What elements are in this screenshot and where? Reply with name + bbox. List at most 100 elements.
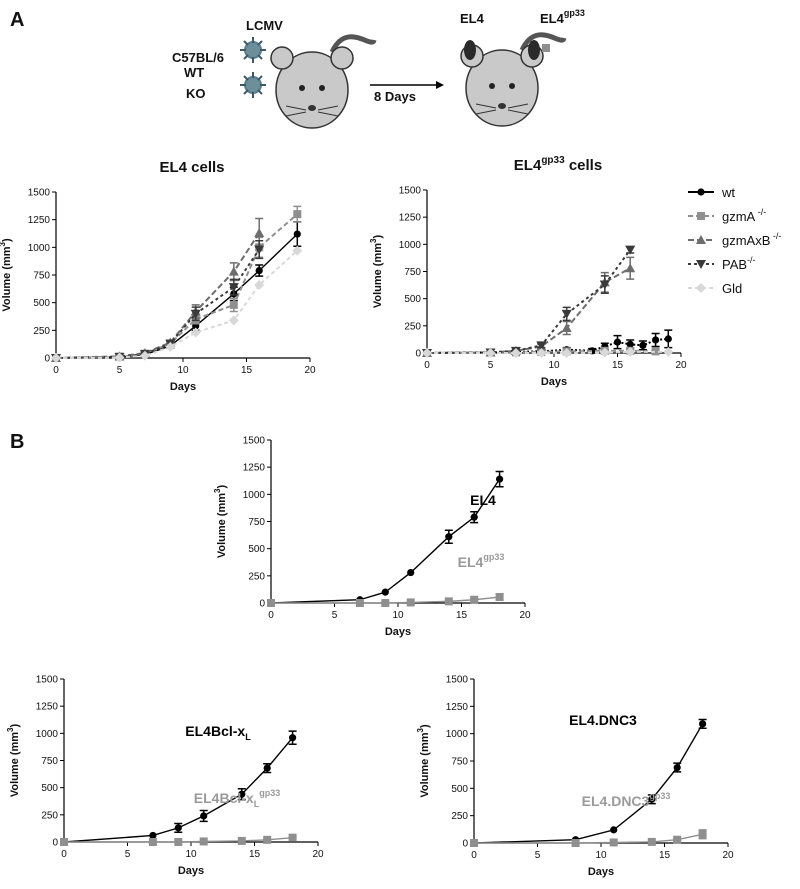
data-point xyxy=(292,245,303,256)
series-annotation: EL4gp33 xyxy=(458,552,505,570)
data-point xyxy=(263,764,271,772)
data-point xyxy=(174,838,183,846)
data-point xyxy=(381,599,390,607)
data-point xyxy=(293,230,301,238)
y-tick-label: 1500 xyxy=(399,186,422,197)
x-axis-label: Days xyxy=(178,865,204,877)
x-tick-label: 20 xyxy=(304,365,316,376)
series-el4 xyxy=(267,470,504,607)
x-tick-label: 5 xyxy=(535,850,541,861)
y-tick-label: 250 xyxy=(451,811,468,822)
data-point xyxy=(470,595,479,604)
data-point xyxy=(190,309,201,319)
x-tick-label: 5 xyxy=(117,365,123,376)
y-tick-label: 1000 xyxy=(399,240,422,251)
legend-item: Gld xyxy=(688,281,742,296)
data-point xyxy=(613,338,622,346)
tumor-right-label: EL4gp33 xyxy=(540,8,585,26)
y-tick-label: 1500 xyxy=(28,188,51,199)
x-tick-label: 20 xyxy=(675,360,687,371)
data-point xyxy=(422,348,432,358)
y-tick-label: 500 xyxy=(33,298,50,309)
panel-label-b: B xyxy=(10,431,24,453)
data-point xyxy=(510,348,521,358)
x-axis-label: Days xyxy=(588,866,614,878)
data-point xyxy=(229,300,238,309)
data-point xyxy=(254,245,265,255)
arrow-head-icon xyxy=(436,81,444,89)
y-tick-label: 250 xyxy=(41,810,58,821)
data-point xyxy=(254,279,265,290)
x-tick-label: 0 xyxy=(471,850,477,861)
data-point xyxy=(254,227,265,237)
series-gld xyxy=(422,346,674,358)
series-line xyxy=(55,232,261,359)
data-point xyxy=(200,812,208,820)
chart-dnc3: 0 5 10 15 20 0 250 500 750 1000 1250 1500 Days Volume… xyxy=(416,675,734,879)
y-tick-label: 250 xyxy=(33,326,50,337)
data-point xyxy=(355,599,364,607)
data-point xyxy=(237,836,246,845)
x-tick-label: 15 xyxy=(249,849,261,860)
data-point xyxy=(599,347,610,358)
x-axis-label: Days xyxy=(385,626,411,638)
data-point xyxy=(639,341,647,349)
series-annotation: EL4.DNC3 xyxy=(569,712,637,728)
legend-label: wt xyxy=(721,185,735,200)
y-tick-label: 0 xyxy=(415,349,421,360)
virus-label: LCMV xyxy=(246,18,283,33)
series-pab- xyxy=(422,245,636,358)
data-point xyxy=(267,599,275,607)
data-point xyxy=(255,266,263,275)
data-point xyxy=(571,839,580,847)
data-point xyxy=(648,795,656,803)
x-tick-label: 10 xyxy=(177,365,189,376)
wt-label: WT xyxy=(184,65,204,80)
ko-label: KO xyxy=(186,86,206,101)
y-axis-label: Volume (mm3) xyxy=(6,724,21,798)
y-tick-label: 1000 xyxy=(28,243,51,254)
legend-item: gzmA -/- xyxy=(688,207,766,224)
data-point xyxy=(561,309,572,319)
data-point xyxy=(407,568,415,577)
mouse-icon xyxy=(270,34,377,129)
y-tick-label: 1000 xyxy=(36,729,59,740)
data-point xyxy=(651,347,660,356)
schematic: LCMV C57BL/6 WT KO xyxy=(172,8,585,129)
data-point xyxy=(444,597,453,606)
series-annotation: EL4.DNC3gp33 xyxy=(582,791,671,809)
data-point xyxy=(60,838,68,846)
x-tick-label: 20 xyxy=(722,850,734,861)
legend-point xyxy=(696,260,706,269)
legend-point xyxy=(697,212,705,220)
x-tick-label: 15 xyxy=(612,360,624,371)
data-point xyxy=(199,837,208,846)
y-tick-label: 500 xyxy=(451,784,468,795)
series-annotation: EL4Bcl-xL xyxy=(185,723,251,742)
y-tick-label: 1500 xyxy=(446,675,469,686)
y-tick-label: 1250 xyxy=(28,215,51,226)
series-line xyxy=(55,233,298,359)
series-el4gp33 xyxy=(267,593,504,607)
data-point xyxy=(699,720,707,728)
legend-label: PAB-/- xyxy=(722,255,756,272)
data-point xyxy=(626,340,634,348)
data-point xyxy=(51,353,61,363)
data-point xyxy=(148,838,157,846)
series-wt xyxy=(52,221,302,362)
tumor-left-icon xyxy=(464,40,476,60)
series-line xyxy=(473,723,704,844)
x-tick-label: 20 xyxy=(312,849,324,860)
series-line xyxy=(55,249,298,359)
y-tick-label: 1250 xyxy=(446,702,469,713)
x-tick-label: 0 xyxy=(424,360,430,371)
tumor-right-icon xyxy=(542,44,550,52)
virus-particle-icon xyxy=(240,37,266,63)
x-tick-label: 15 xyxy=(456,610,468,621)
y-tick-label: 500 xyxy=(41,783,58,794)
y-tick-label: 0 xyxy=(44,354,50,365)
series-annotation: EL4Bcl-xLgp33 xyxy=(194,788,280,809)
y-tick-label: 750 xyxy=(451,757,468,768)
series-gzmaxb- xyxy=(422,256,636,357)
